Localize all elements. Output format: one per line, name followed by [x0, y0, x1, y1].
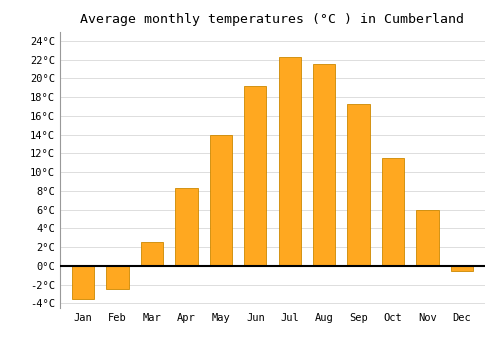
- Bar: [244, 86, 266, 266]
- Bar: [313, 64, 336, 266]
- Bar: [141, 243, 163, 266]
- Bar: [72, 266, 94, 299]
- Bar: [450, 266, 473, 271]
- Bar: [176, 188, 198, 266]
- Bar: [348, 104, 370, 266]
- Bar: [416, 210, 438, 266]
- Title: Average monthly temperatures (°C ) in Cumberland: Average monthly temperatures (°C ) in Cu…: [80, 13, 464, 26]
- Bar: [106, 266, 129, 289]
- Bar: [278, 57, 301, 266]
- Bar: [210, 135, 232, 266]
- Bar: [382, 158, 404, 266]
